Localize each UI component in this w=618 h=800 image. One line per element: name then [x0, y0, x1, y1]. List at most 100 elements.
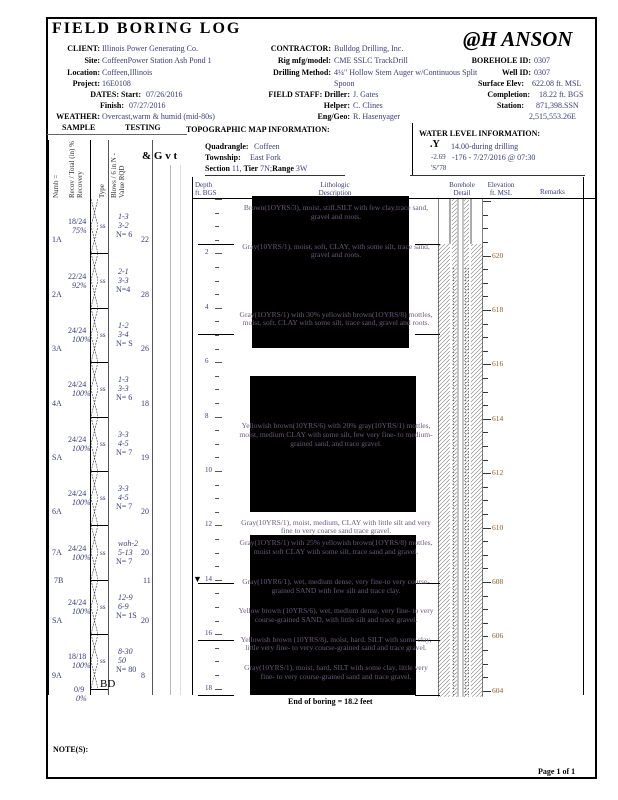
depth-tick	[215, 280, 219, 282]
sample-boundary	[90, 253, 108, 255]
elevation-tick-label: 606	[492, 631, 504, 641]
elevation-tick	[483, 296, 488, 298]
sample-type: ss	[100, 385, 106, 394]
sample-recovery: 24/24	[68, 326, 87, 335]
n-value: N= 80	[116, 665, 137, 675]
elevation-tick	[483, 364, 491, 366]
sample-recovery: 24/24	[68, 434, 87, 444]
depth-tick	[215, 688, 222, 690]
divider	[412, 123, 413, 175]
blow-counts-2: 3-2	[118, 221, 129, 231]
sample-boundary	[90, 416, 108, 418]
divider	[410, 175, 585, 176]
depth-tick	[215, 457, 219, 459]
sample-number: 6A	[52, 507, 62, 517]
blow-counts-2: 5-13	[118, 547, 133, 557]
sample-number: 4A	[52, 398, 62, 408]
water-level-2-depth: -2.69	[431, 153, 446, 161]
sample-number: SA	[52, 616, 63, 626]
split-spoon-icon	[91, 471, 98, 526]
n-value: N=4	[116, 284, 131, 294]
sample-recovery-percent: 100%	[72, 607, 91, 616]
helper-label: Helper:	[323, 101, 350, 110]
sample-recovery: 24/24	[68, 489, 87, 499]
borehole-label: BOREHOLE ID:	[471, 56, 531, 65]
blow-counts-2: 4-5	[118, 438, 129, 448]
sample-recovery-percent: 100%	[72, 498, 91, 508]
depth-tick	[215, 443, 219, 445]
sample-type: ss	[100, 276, 106, 285]
test-value: 26	[141, 344, 149, 354]
depth-header-line2: ft. BGS	[195, 189, 217, 197]
depth-tick	[215, 212, 219, 214]
depth-tick	[215, 471, 222, 472]
depth-tick-label: 16	[205, 629, 212, 638]
elevation-tick	[483, 690, 491, 692]
depth-tick	[215, 525, 222, 527]
elevation-tick	[483, 459, 488, 461]
sample-recovery: 22/24	[68, 271, 87, 281]
sample-number: 2A	[52, 289, 62, 299]
range-value: 3W	[295, 164, 308, 173]
elevation-tick	[483, 309, 491, 311]
depth-tick	[215, 226, 219, 228]
depth-tick	[215, 253, 222, 255]
stratum-boundary	[198, 243, 234, 245]
finish-date: 07/27/2016	[129, 101, 166, 110]
end-of-boring: End of boring = 18.2 feet	[288, 697, 373, 706]
elevation-tick-label: 612	[492, 468, 504, 478]
elevation-tick	[483, 513, 488, 515]
quad-label: Quadrangle:	[205, 142, 249, 151]
station-value-east: 2,515,553.26E	[529, 112, 576, 121]
stratum-boundary	[415, 582, 440, 584]
sample-boundary	[90, 688, 108, 690]
lithologic-description: Gray(10YR6/1), wet, medium dense, very f…	[242, 577, 430, 596]
elevation-tick	[483, 391, 488, 393]
depth-tick	[215, 307, 222, 309]
lithologic-description: Yellowish brown (10YRS/8), moist, hard, …	[240, 634, 432, 653]
depth-tick	[215, 498, 219, 500]
elevation-header-line2: ft. MSL	[489, 189, 513, 197]
weather-label: WEATHER:	[56, 112, 100, 121]
lithologic-description: Yellowish brown(10YRS/6) with 20% gray(1…	[239, 421, 433, 448]
split-spoon-icon	[91, 253, 98, 308]
log-right-border	[583, 177, 584, 695]
depth-tick-label: 10	[205, 466, 212, 474]
sample-type: ss	[100, 222, 106, 231]
depth-tick	[215, 199, 222, 200]
depth-tick	[215, 511, 219, 513]
blow-counts-2: 50	[118, 656, 126, 666]
water-level-2: -176 - 7/27/2016 @ 07:30	[452, 153, 536, 162]
sample-type: ss	[100, 494, 106, 503]
helper-value: C. Clines	[353, 101, 383, 110]
rig-label: Rig mfg/model:	[277, 56, 331, 65]
blow-counts-1: 1-3	[118, 375, 129, 385]
borehole-value: 0307	[534, 56, 550, 65]
split-spoon-icon	[91, 579, 98, 635]
section-tier-range: Section 11, Tier 7N;Range 3W	[205, 164, 307, 173]
elevation-tick	[483, 568, 488, 570]
split-spoon-icon	[91, 307, 98, 363]
remarks-column-header: Remarks	[540, 188, 565, 196]
depth-tick	[215, 375, 219, 377]
elevation-tick	[483, 201, 491, 203]
divider	[152, 140, 153, 695]
depth-tick	[215, 539, 219, 540]
log-left-border	[192, 177, 193, 695]
sample-recovery: 24/24	[68, 543, 87, 553]
elevation-tick	[483, 255, 491, 257]
elevation-tick-label: 608	[492, 576, 504, 586]
page-number: Page 1 of 1	[538, 767, 575, 776]
blow-counts-2: 3-3	[118, 384, 129, 394]
sample-type: ss	[100, 548, 106, 557]
elevation-tick	[483, 377, 488, 379]
sample-boundary	[90, 471, 108, 472]
stratum-boundary	[198, 582, 234, 584]
test-value: 20	[141, 616, 149, 626]
dates-label: DATES: Start:	[90, 90, 141, 99]
sample-type: ss	[100, 657, 106, 666]
sample-recovery-percent: 75%	[72, 226, 87, 236]
weather-value: Overcast,warm & humid (mid-80s)	[102, 112, 215, 121]
divider	[108, 140, 109, 695]
test-value: 28	[141, 289, 149, 299]
